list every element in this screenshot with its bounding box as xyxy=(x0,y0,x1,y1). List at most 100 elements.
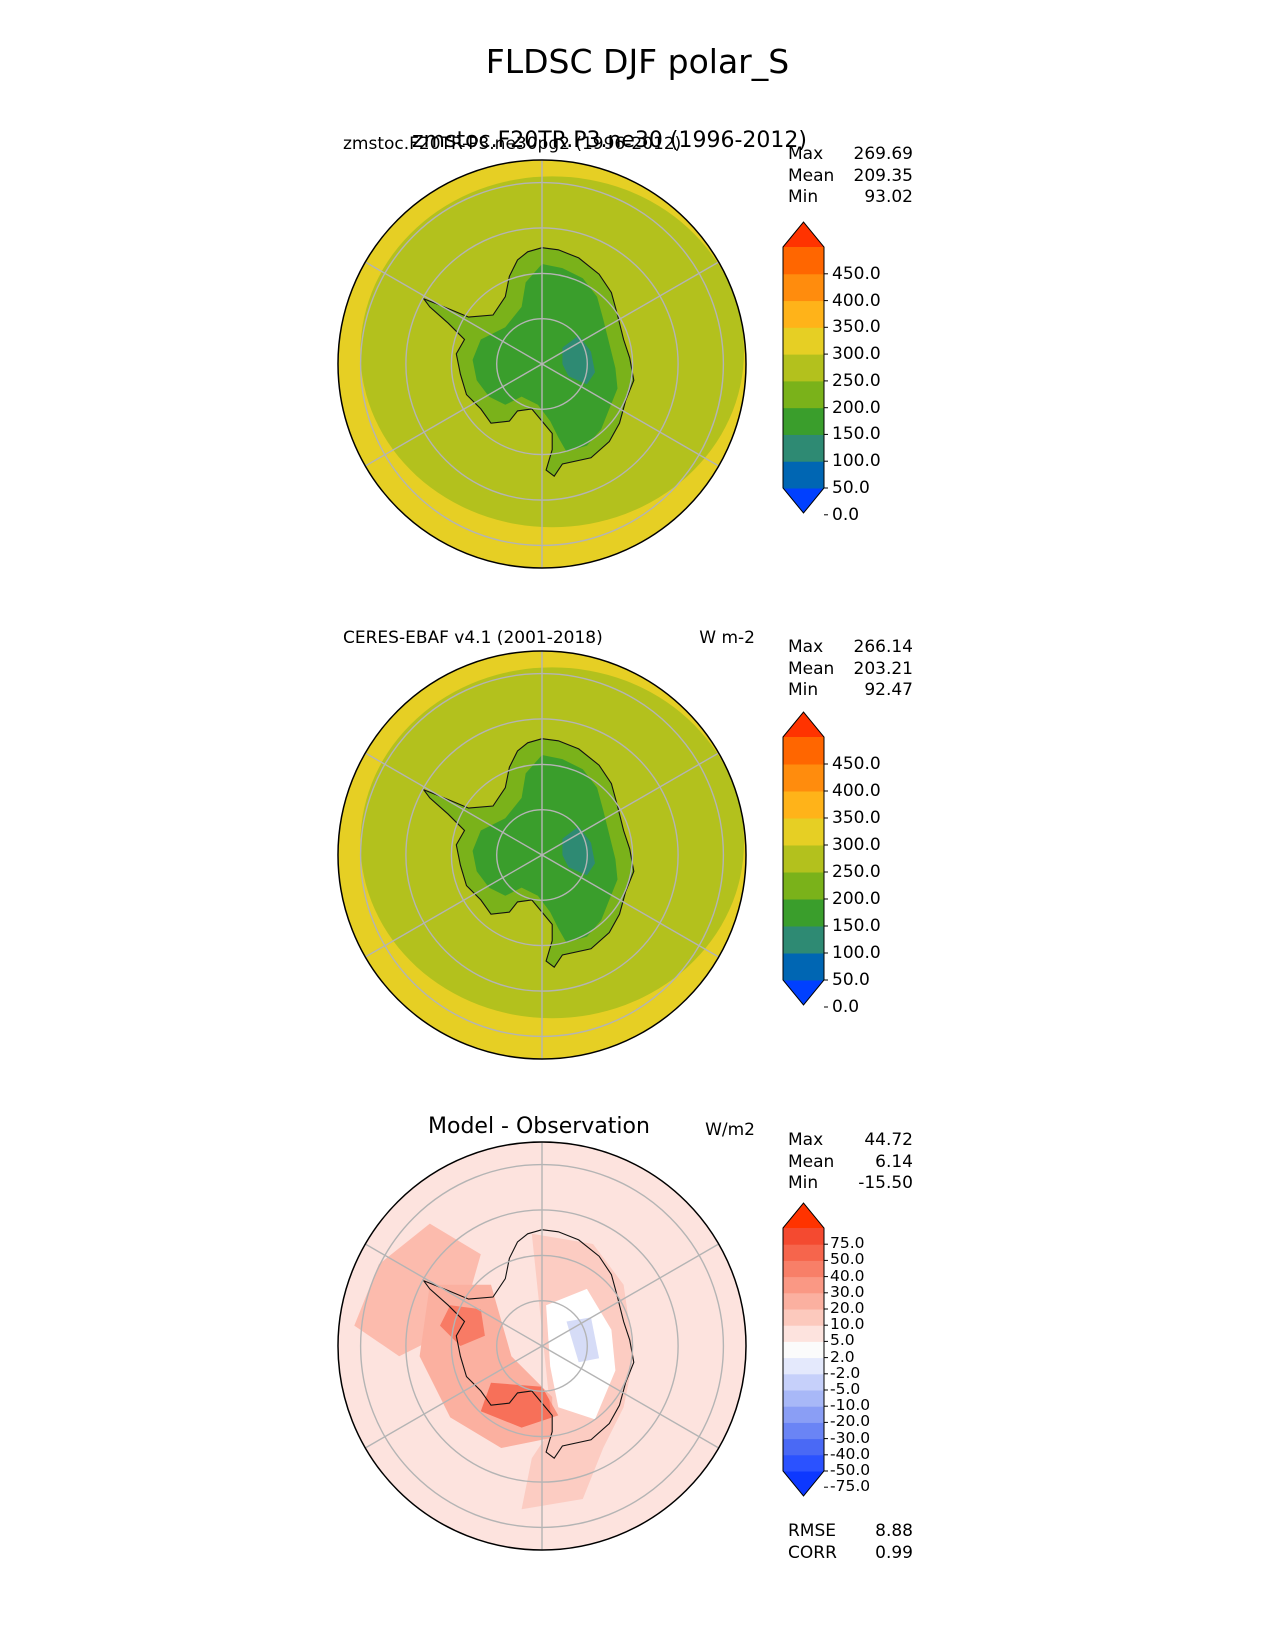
colorbar-tick-label: -40.0 xyxy=(830,1444,871,1463)
mean-label: Mean xyxy=(788,165,835,186)
rmse-label: RMSE xyxy=(788,1521,837,1541)
interior-plateau xyxy=(472,755,618,943)
colorbar-tick-label: 200.0 xyxy=(832,397,881,418)
interior-plateau xyxy=(472,264,618,452)
panel2-units: W m-2 xyxy=(699,628,755,648)
colorbar-segment xyxy=(783,791,824,819)
map-test xyxy=(337,159,747,569)
colorbar-segment xyxy=(783,845,824,873)
colorbar-segment xyxy=(783,1260,824,1278)
meridian-line xyxy=(364,1345,543,1449)
colorbar-segment xyxy=(783,461,824,489)
colorbar-segment xyxy=(783,1292,824,1310)
colorbar-tick-label: -30.0 xyxy=(830,1428,871,1447)
colorbar-tick-label: 10.0 xyxy=(830,1315,865,1334)
colorbar-segment xyxy=(783,407,824,435)
diff-negative xyxy=(566,1317,600,1363)
panel3-metrics: RMSE 8.88 CORR 0.99 xyxy=(788,1521,913,1564)
colorbar-segment xyxy=(783,1309,824,1326)
colorbar-segment xyxy=(783,1341,824,1359)
max-value: 269.69 xyxy=(853,144,913,164)
colorbar-tick-label: 40.0 xyxy=(830,1266,865,1285)
colorbar-tick-label: 100.0 xyxy=(832,451,881,472)
colorbar-extend-min xyxy=(783,980,824,1005)
colorbar-segment xyxy=(783,899,824,927)
colorbar-tick-label: -5.0 xyxy=(830,1380,861,1398)
colorbar-tick-label: -10.0 xyxy=(830,1396,871,1415)
colorbar-extend-min xyxy=(783,488,824,513)
meridian-line xyxy=(541,752,720,856)
colorbar-tick-label: -50.0 xyxy=(830,1461,871,1479)
colorbar-tick-label: 350.0 xyxy=(832,808,881,828)
colorbar-tick-label: -20.0 xyxy=(830,1412,871,1431)
min-value: 93.02 xyxy=(864,187,913,207)
colorbar-segment xyxy=(783,764,824,792)
colorbar-segment xyxy=(783,273,824,302)
colorbar-extend-max xyxy=(783,712,824,737)
colorbar-segment xyxy=(783,1244,824,1261)
meridian-line xyxy=(364,363,543,467)
colorbar-tick-label: 0.0 xyxy=(832,997,860,1017)
colorbar-segment xyxy=(783,1390,824,1407)
colorbar-tick-label: 2.0 xyxy=(830,1347,855,1366)
panel1-center-title: zmstoc.F20TR.P3.ne30 (1996-2012) xyxy=(412,128,808,153)
colorbar-tick-label: 5.0 xyxy=(830,1331,855,1350)
panel3-units: W/m2 xyxy=(705,1120,755,1140)
colorbar-segment xyxy=(783,354,824,382)
meridian-line xyxy=(364,261,543,365)
map-diff xyxy=(337,1141,747,1551)
mean-label: Mean xyxy=(788,658,835,679)
min-value: 92.47 xyxy=(864,680,913,700)
colorbar-tick-label: 50.0 xyxy=(830,1250,865,1269)
meridian-line xyxy=(541,261,720,365)
colorbar-diff xyxy=(782,1202,828,1497)
max-value: 266.14 xyxy=(853,637,913,657)
panel1-stats: Max 269.69 Mean 209.35 Min 93.02 xyxy=(788,144,913,209)
colorbar-tick-label: 150.0 xyxy=(832,916,881,936)
colorbar-segment xyxy=(783,300,824,328)
meridian-line xyxy=(364,1243,543,1347)
colorbar-segment xyxy=(783,872,824,900)
colorbar-tick-label: 100.0 xyxy=(832,943,881,963)
colorbar-segment xyxy=(783,1228,824,1245)
colorbar-segment xyxy=(783,1276,824,1294)
colorbar-segment xyxy=(783,926,824,954)
max-label: Max xyxy=(788,1130,824,1150)
figure-title: FLDSC DJF polar_S xyxy=(485,42,790,81)
panel2-left-title: CERES-EBAF v4.1 (2001-2018) xyxy=(343,628,603,648)
mean-value: 209.35 xyxy=(853,165,913,186)
colorbar-segment xyxy=(783,380,824,409)
meridian-line xyxy=(541,1345,720,1449)
coastline xyxy=(422,738,635,968)
colorbar-segment xyxy=(783,1422,824,1440)
colorbar-tick-label: 50.0 xyxy=(832,970,870,990)
panel3-center-title: Model - Observation xyxy=(428,1114,650,1139)
colorbar-segment xyxy=(783,953,824,981)
map-ref xyxy=(337,650,747,1060)
colorbar-segment xyxy=(783,818,824,846)
colorbar-tick-label: 250.0 xyxy=(832,862,881,882)
colorbar-segment xyxy=(783,737,824,765)
colorbar-segment xyxy=(783,1373,824,1391)
corr-value: 0.99 xyxy=(875,1542,913,1563)
colorbar-test xyxy=(782,221,828,516)
max-label: Max xyxy=(788,637,824,657)
rmse-value: 8.88 xyxy=(875,1521,913,1541)
meridian-line xyxy=(364,752,543,856)
corr-label: CORR xyxy=(788,1542,837,1563)
colorbar-tick-label: 0.0 xyxy=(832,504,860,525)
meridian-line xyxy=(541,854,720,958)
colorbar-tick-label: 400.0 xyxy=(832,781,881,801)
max-value: 44.72 xyxy=(864,1130,913,1150)
colorbar-tick-label: 75.0 xyxy=(830,1234,865,1253)
colorbar-segment xyxy=(783,1438,824,1456)
colorbar-tick-label: 20.0 xyxy=(830,1299,865,1317)
colorbar-segment xyxy=(783,1454,824,1472)
colorbar-tick-label: 450.0 xyxy=(832,263,881,284)
colorbar-segment xyxy=(783,1406,824,1423)
colorbar-tick-label: 400.0 xyxy=(832,290,881,311)
colorbar-tick-label: 200.0 xyxy=(832,889,881,909)
coastline xyxy=(422,247,635,477)
colorbar-tick-label: 50.0 xyxy=(832,478,870,498)
panel3-stats: Max 44.72 Mean 6.14 Min -15.50 xyxy=(788,1130,913,1195)
